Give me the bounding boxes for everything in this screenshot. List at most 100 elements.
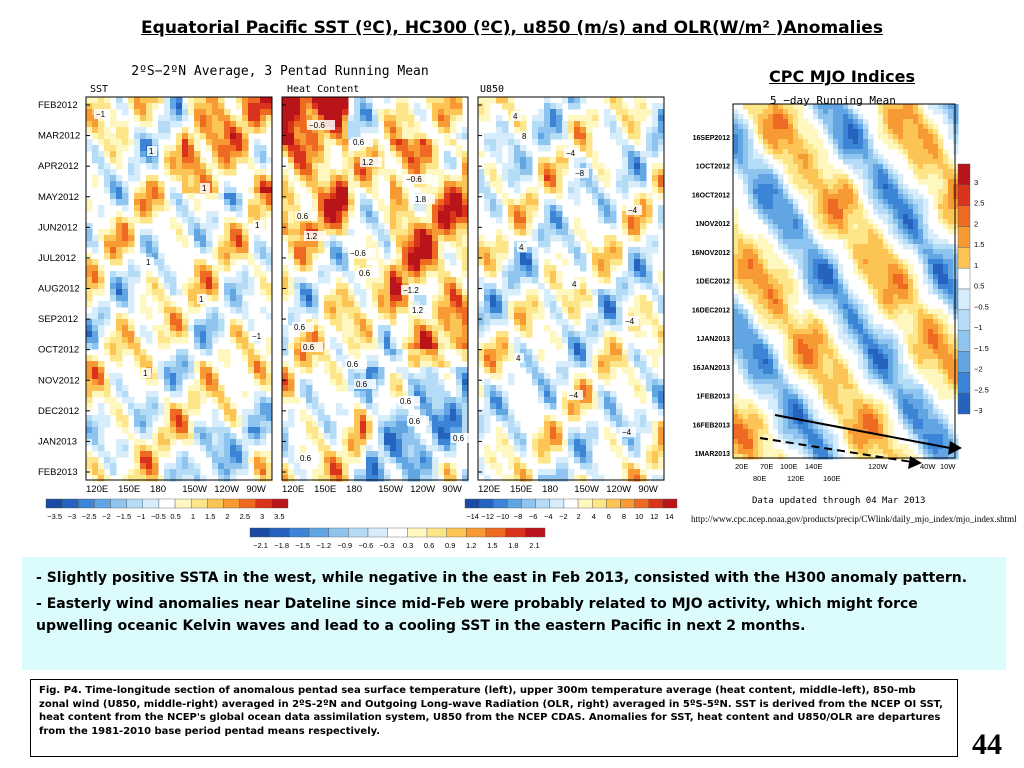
- contour-label: 0.6: [297, 212, 309, 221]
- summary-point-1: - Slightly positive SSTA in the west, wh…: [36, 570, 968, 586]
- mjo-lon-label: 20E: [735, 462, 748, 471]
- time-tick-label: MAY2012: [38, 192, 79, 203]
- contour-label: 1: [146, 258, 151, 267]
- contour-label: −1: [96, 110, 106, 119]
- mjo-time-label: 1JAN2013: [697, 336, 731, 343]
- summary-text-2: Easterly wind anomalies near Dateline si…: [36, 596, 918, 634]
- contour-label: 1: [255, 221, 260, 230]
- mjo-updated: Data updated through 04 Mar 2013: [752, 496, 926, 506]
- mjo-time-label: 1OCT2012: [696, 164, 730, 171]
- contour-label: 1: [199, 295, 204, 304]
- contour-label: 0.6: [303, 343, 315, 352]
- time-tick-label: DEC2012: [38, 406, 79, 417]
- contour-label: 0.6: [453, 434, 465, 443]
- mjo-lon-label: 100E: [780, 462, 798, 471]
- time-tick-label: JUL2012: [38, 253, 76, 264]
- contour-label: 1: [202, 184, 207, 193]
- panel-label-heat-content: Heat Content: [287, 84, 360, 95]
- contour-label: 0.6: [294, 323, 306, 332]
- contour-label: −0.6: [406, 175, 422, 184]
- summary-text-1: Slightly positive SSTA in the west, whil…: [46, 570, 968, 586]
- contour-label: −4: [622, 428, 632, 437]
- mjo-colorbar-label: 1.5: [974, 240, 984, 249]
- sst-panel: −1 1 1 1 1 1 −1 1: [85, 96, 273, 482]
- lon-tick-label: 120W: [214, 484, 239, 495]
- contour-label: 1.2: [306, 232, 318, 241]
- summary-point-2: - Easterly wind anomalies near Dateline …: [36, 596, 918, 634]
- colorbar-label: −2: [102, 512, 111, 521]
- colorbar-label: −10: [496, 512, 509, 521]
- panel-label-sst: SST: [90, 84, 109, 95]
- time-tick-label: OCT2012: [38, 345, 79, 356]
- lon-tick-label: 150W: [574, 484, 599, 495]
- figure-title: 2ºS−2ºN Average, 3 Pentad Running Mean: [131, 64, 429, 79]
- colorbar-label: 3: [260, 512, 264, 521]
- colorbar-label: 4: [592, 512, 596, 521]
- sst-colorbar: −3.5 −3 −2.5 −2 −1.5 −1 −0.5 0.5 1 1.5 2 2.5 3 3.5: [45, 498, 289, 521]
- panel-label-u850: U850: [480, 84, 505, 95]
- mjo-lon-label: 80E: [753, 474, 766, 483]
- mjo-time-label: 1FEB2013: [697, 394, 731, 401]
- mjo-url[interactable]: http://www.cpc.ncep.noaa.gov/products/pr…: [691, 514, 1017, 524]
- contour-label: 8: [522, 132, 527, 141]
- mjo-colorbar: 3 2.5 2 1.5 1 0.5 −0.5 −1 −1.5 −2 −2.5 −3: [957, 163, 989, 415]
- mjo-lon-label: 120E: [787, 474, 805, 483]
- contour-label: 1: [143, 369, 148, 378]
- mjo-time-label: 16DEC2012: [692, 307, 730, 314]
- mjo-lon-label: 120W: [868, 462, 889, 471]
- time-tick-label: JAN2013: [38, 436, 77, 447]
- lon-tick-label: 120W: [606, 484, 631, 495]
- time-tick-label: FEB2013: [38, 467, 78, 478]
- time-tick-label: APR2012: [38, 161, 79, 172]
- u850-panel: 8 −8 −4 4 4 −4 4 −4 −4 4 −4: [477, 96, 665, 482]
- u850-colorbar: −14 −12 −10 −8 −6 −4 −2 2 4 6 8 10 12 14: [464, 498, 678, 521]
- lon-tick-label: 120E: [282, 484, 304, 495]
- page-number: 44: [972, 728, 1002, 761]
- mjo-colorbar-label: 1: [974, 261, 978, 270]
- contour-label: 0.6: [300, 454, 312, 463]
- colorbar-label: −0.9: [337, 541, 352, 550]
- mjo-colorbar-label: 2.5: [974, 199, 984, 208]
- colorbar-label: 0.9: [445, 541, 455, 550]
- colorbar-label: 0.3: [403, 541, 413, 550]
- lon-tick-label: 90W: [442, 484, 462, 495]
- contour-label: 4: [516, 354, 521, 363]
- colorbar-label: −2.1: [253, 541, 268, 550]
- mjo-lon-label: 40W: [920, 462, 936, 471]
- summary-box: - Slightly positive SSTA in the west, wh…: [22, 557, 1006, 670]
- lon-tick-label: 150W: [182, 484, 207, 495]
- colorbar-label: 12: [650, 512, 658, 521]
- colorbar-label: 6: [607, 512, 611, 521]
- contour-label: 4: [513, 112, 518, 121]
- lon-tick-label: 150W: [378, 484, 403, 495]
- colorbar-label: 1.5: [487, 541, 497, 550]
- colorbar-label: −1: [137, 512, 146, 521]
- contour-label: −4: [569, 391, 579, 400]
- colorbar-label: 0.6: [424, 541, 434, 550]
- mjo-title: CPC MJO Indices: [769, 67, 915, 86]
- contour-label: 0.6: [356, 380, 368, 389]
- time-tick-label: NOV2012: [38, 375, 80, 386]
- mjo-lon-label: 160E: [823, 474, 841, 483]
- colorbar-label: −1.8: [274, 541, 289, 550]
- colorbar-label: −4: [544, 512, 553, 521]
- mjo-lon-label: 70E: [760, 462, 773, 471]
- mjo-colorbar-label: 0.5: [974, 282, 984, 291]
- contour-label: 0.6: [347, 360, 359, 369]
- mjo-subtitle: 5 −day Running Mean: [770, 94, 896, 107]
- mjo-time-label: 16SEP2012: [693, 135, 730, 142]
- lon-tick-label: 180: [346, 484, 362, 495]
- mjo-colorbar-label: −0.5: [974, 302, 989, 311]
- figure-caption: Fig. P4. Time-longitude section of anoma…: [30, 679, 958, 757]
- colorbar-label: −1.5: [116, 512, 131, 521]
- colorbar-label: 2: [576, 512, 580, 521]
- colorbar-label: −8: [514, 512, 523, 521]
- contour-label: 0.6: [409, 417, 421, 426]
- colorbar-label: 1.5: [205, 512, 215, 521]
- time-tick-label: MAR2012: [38, 131, 80, 142]
- mjo-time-label: 1MAR2013: [695, 451, 731, 458]
- colorbar-label: −0.3: [380, 541, 395, 550]
- contour-label: 0.6: [359, 269, 371, 278]
- contour-label: −8: [575, 169, 585, 178]
